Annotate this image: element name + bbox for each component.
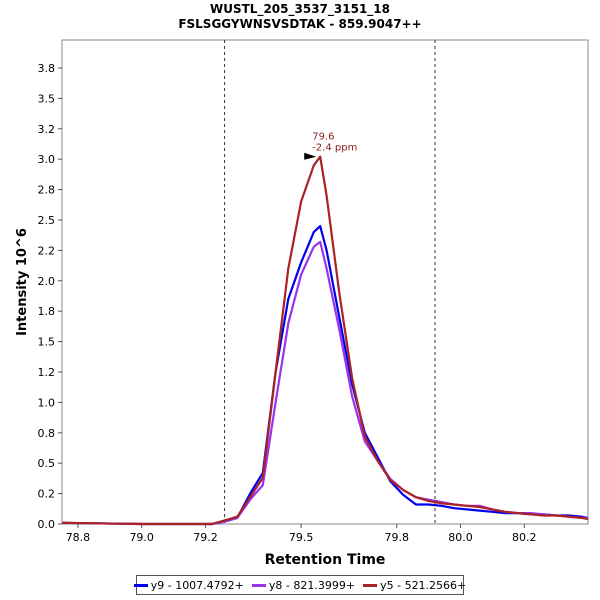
legend-item: y8 - 821.3999+ (251, 578, 356, 592)
y-tick-label: 2.8 (38, 184, 56, 197)
y-tick-label: 2.2 (38, 244, 56, 257)
y-tick-label: 0.8 (38, 427, 56, 440)
y-tick-label: 3.5 (38, 92, 56, 105)
y-tick-label: 1.8 (38, 305, 56, 318)
plot-area (61, 39, 589, 525)
x-axis-label: Retention Time (265, 552, 386, 568)
legend-label: y8 - 821.3999+ (268, 578, 356, 592)
y-tick-label: 3.2 (38, 123, 56, 136)
legend-swatch (133, 583, 148, 587)
y-tick-label: 1.0 (38, 396, 56, 409)
y-tick-label: 2.5 (38, 214, 56, 227)
legend-label: y5 - 521.2566+ (380, 578, 467, 592)
peak-annotation-line: -2.4 ppm (312, 143, 357, 154)
chart-subtitle: FSLSGGYWNSVSDTAK - 859.9047++ (178, 17, 422, 31)
chart-title: WUSTL_205_3537_3151_18 (210, 2, 390, 16)
peak-annotation-line: 79.6 (312, 132, 334, 143)
y-axis-label: Intensity 10^6 (15, 228, 30, 336)
legend-swatch (251, 583, 266, 587)
y-tick-label: 1.5 (38, 336, 56, 349)
legend-swatch (363, 583, 378, 587)
legend: y9 - 1007.4792+ y8 - 821.3999+ y5 - 521.25… (133, 575, 466, 595)
x-tick-label: 80.2 (512, 531, 537, 544)
x-tick-label: 79.8 (384, 531, 409, 544)
legend-label: y9 - 1007.4792+ (150, 578, 244, 592)
x-tick-label: 80.0 (448, 531, 473, 544)
y-tick-label: 3.0 (38, 153, 56, 166)
x-tick-label: 78.8 (66, 531, 91, 544)
y-tick-label: 3.8 (38, 62, 56, 75)
peak-marker-icon (304, 152, 317, 160)
legend-item: y9 - 1007.4792+ (133, 578, 244, 592)
series-line-y5 (61, 155, 589, 526)
legend-item: y5 - 521.2566+ (363, 579, 466, 592)
x-tick-label: 79.0 (129, 531, 154, 544)
x-tick-label: 79.2 (193, 531, 218, 544)
y-tick-label: 0.5 (38, 457, 56, 470)
y-tick-label: 2.0 (38, 275, 56, 288)
x-tick-label: 79.5 (289, 531, 314, 544)
y-tick-label: 1.2 (38, 366, 56, 379)
y-tick-label: 0.0 (38, 518, 56, 531)
y-tick-label: 0.2 (38, 488, 56, 501)
